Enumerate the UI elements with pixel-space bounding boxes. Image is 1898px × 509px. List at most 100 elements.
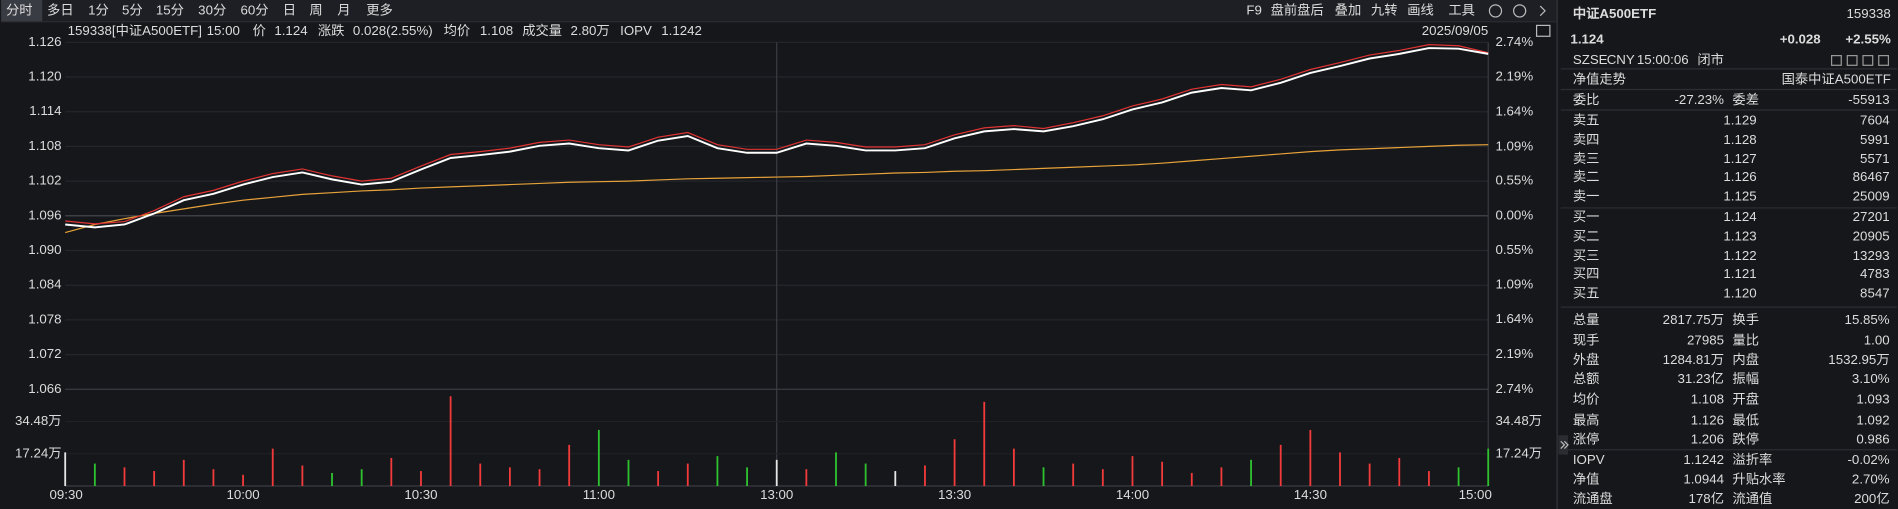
tab[interactable]: 60分 xyxy=(241,2,269,17)
volume-bar xyxy=(1220,467,1223,487)
tab[interactable]: 分时 xyxy=(6,2,33,17)
volume-bar xyxy=(479,463,482,487)
stat-label: 现手 xyxy=(1573,332,1600,347)
y2-tick-label: 2.74% xyxy=(1495,34,1533,49)
nav-trend[interactable]: 净值走势 xyxy=(1573,71,1626,86)
info-avg: 1.108 xyxy=(480,23,513,38)
volume-bar xyxy=(1190,472,1193,487)
market-status: 闭市 xyxy=(1697,51,1724,67)
collapse-tab[interactable] xyxy=(1558,435,1569,455)
volume-bar xyxy=(1309,429,1312,487)
book-price: 1.122 xyxy=(1723,248,1756,263)
book-volume: 86467 xyxy=(1853,169,1890,184)
volume-bar xyxy=(449,396,452,487)
tool-button[interactable]: 九转 xyxy=(1371,2,1398,17)
tool-button[interactable]: 叠加 xyxy=(1335,2,1362,17)
y2-tick-label: 1.64% xyxy=(1495,103,1533,118)
volume-bar xyxy=(360,469,363,487)
book-price: 1.127 xyxy=(1723,151,1756,166)
volume-bar xyxy=(953,439,956,487)
volume-bar xyxy=(182,459,185,487)
stat-value: 2817.75万 xyxy=(1663,312,1724,327)
stat-label: 最高 xyxy=(1573,411,1600,427)
tab[interactable]: 日 xyxy=(283,2,296,17)
panel-icon[interactable] xyxy=(1846,55,1858,66)
currency: CNY xyxy=(1607,52,1635,67)
stat-value: 1.1242 xyxy=(1683,452,1724,467)
stat-label: 内盘 xyxy=(1732,351,1759,367)
stat-value: 178亿 xyxy=(1689,491,1724,506)
stat-value: 1.00 xyxy=(1864,332,1890,347)
volume-bar xyxy=(1161,461,1164,487)
volume-bar xyxy=(508,467,511,487)
stat-value: 200亿 xyxy=(1854,491,1889,506)
tool-button[interactable]: 盘前盘后 xyxy=(1271,1,1324,17)
stat-value: 1.108 xyxy=(1691,392,1724,407)
tab[interactable]: 更多 xyxy=(366,1,393,17)
stat-label: IOPV xyxy=(1573,452,1605,467)
row-value: -27.23% xyxy=(1675,92,1725,107)
settings-icon[interactable] xyxy=(1488,4,1503,18)
volume-bar xyxy=(1012,448,1015,487)
volume-bar xyxy=(1250,459,1252,487)
volume-bar xyxy=(420,471,422,487)
tab[interactable]: 1分 xyxy=(88,2,109,17)
stat-label: 溢折率 xyxy=(1732,451,1772,467)
tool-button[interactable]: F9 xyxy=(1246,2,1262,17)
window-icon[interactable] xyxy=(1535,24,1551,37)
volume-bar xyxy=(212,469,215,487)
panel-icon[interactable] xyxy=(1862,55,1874,66)
y2-tick-label: 2.19% xyxy=(1495,69,1533,84)
info-label: IOPV xyxy=(620,23,652,38)
tab[interactable]: 多日 xyxy=(47,1,74,17)
info-time: 15:00 xyxy=(207,23,240,38)
panel-icon[interactable] xyxy=(1878,55,1890,66)
panel-icons[interactable] xyxy=(1830,55,1890,66)
y2-tick-label: 0.55% xyxy=(1495,242,1533,257)
stat-value: 1.206 xyxy=(1691,432,1724,447)
security-name: 中证A500ETF xyxy=(1573,5,1656,21)
x-tick-label: 10:30 xyxy=(404,487,437,502)
toolbar-bg xyxy=(1,0,1558,22)
volume-bar xyxy=(568,444,571,487)
y2-tick-label: 0.55% xyxy=(1495,173,1533,188)
volume-bar xyxy=(746,467,748,487)
tool-button[interactable]: 工具 xyxy=(1448,2,1475,17)
tab[interactable]: 月 xyxy=(337,2,350,17)
volume-bar xyxy=(805,469,808,487)
volume-bar xyxy=(1131,456,1134,487)
x-tick-label: 14:30 xyxy=(1294,487,1327,502)
book-volume: 4783 xyxy=(1860,266,1890,281)
volume-bar xyxy=(390,457,393,487)
next-icon[interactable] xyxy=(1539,5,1546,17)
tab[interactable]: 周 xyxy=(309,2,322,17)
help-icon[interactable] xyxy=(1513,4,1527,18)
info-date: 2025/09/05 xyxy=(1422,23,1488,38)
volume-bar xyxy=(1101,469,1104,487)
volume-bar xyxy=(924,465,926,487)
book-volume: 5571 xyxy=(1860,151,1890,166)
volume-tick-label: 17.24万 xyxy=(15,445,62,460)
collapse-icon[interactable] xyxy=(1560,440,1569,449)
tool-button[interactable]: 画线 xyxy=(1407,2,1434,17)
info-label: 均价 xyxy=(444,23,471,38)
row-label: 委差 xyxy=(1732,92,1759,107)
book-label: 买五 xyxy=(1573,285,1600,300)
stat-label: 总量 xyxy=(1573,312,1600,327)
toolbar-icons[interactable] xyxy=(1488,4,1551,37)
tab[interactable]: 5分 xyxy=(122,2,143,17)
y2-tick-label: 1.09% xyxy=(1495,276,1533,291)
book-price: 1.128 xyxy=(1723,132,1756,147)
volume-bar xyxy=(1339,452,1341,487)
tab[interactable]: 30分 xyxy=(198,2,226,17)
row-value: -55913 xyxy=(1848,92,1889,107)
x-tick-label: 13:30 xyxy=(938,487,971,502)
volume-bar xyxy=(331,472,333,487)
tab[interactable]: 15分 xyxy=(156,2,184,17)
stat-label: 最低 xyxy=(1732,412,1759,427)
volume-bar xyxy=(686,463,689,487)
book-price: 1.121 xyxy=(1723,266,1756,281)
volume-bar xyxy=(864,463,867,487)
y-tick-label: 1.072 xyxy=(28,346,61,361)
panel-icon[interactable] xyxy=(1830,55,1842,66)
